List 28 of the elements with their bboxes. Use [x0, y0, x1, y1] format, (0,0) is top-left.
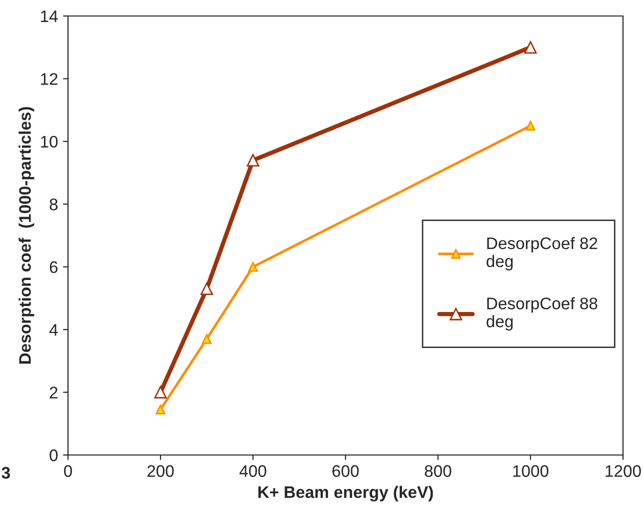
y-axis-title: Desorption coef (1000-particles)	[18, 107, 34, 364]
x-tick-label: 1200	[606, 465, 641, 477]
point	[200, 282, 213, 296]
point	[246, 154, 260, 166]
y-tick-label: 2	[50, 386, 58, 398]
y-tick-label: 0	[50, 449, 58, 462]
x-tick-label: 800	[424, 465, 452, 477]
y-tick-label: 10	[41, 136, 58, 148]
x-tick-label: 1000	[513, 465, 548, 477]
point	[156, 404, 166, 414]
y-tick-label: 8	[50, 198, 58, 210]
point	[248, 262, 258, 272]
point	[202, 334, 212, 344]
y-tick-label: 12	[41, 73, 58, 85]
text: 3	[2, 466, 10, 479]
point	[526, 120, 536, 131]
x-tick-label: 400	[239, 465, 266, 477]
x-axis-title: K+ Beam energy (keV)	[258, 486, 433, 502]
point	[524, 41, 537, 54]
legend-label: DesorpCoef 82 deg	[486, 236, 598, 270]
y-tick-label: 6	[50, 261, 58, 274]
x-tick-label: 200	[147, 465, 174, 477]
x-tick-label: 0	[64, 465, 72, 477]
point	[154, 386, 167, 399]
legend-label: DesorpCoef 88 deg	[486, 297, 598, 331]
y-tick-label: 4	[49, 324, 58, 336]
y-tick-label: 14	[41, 10, 58, 22]
x-tick-label: 600	[332, 465, 359, 477]
